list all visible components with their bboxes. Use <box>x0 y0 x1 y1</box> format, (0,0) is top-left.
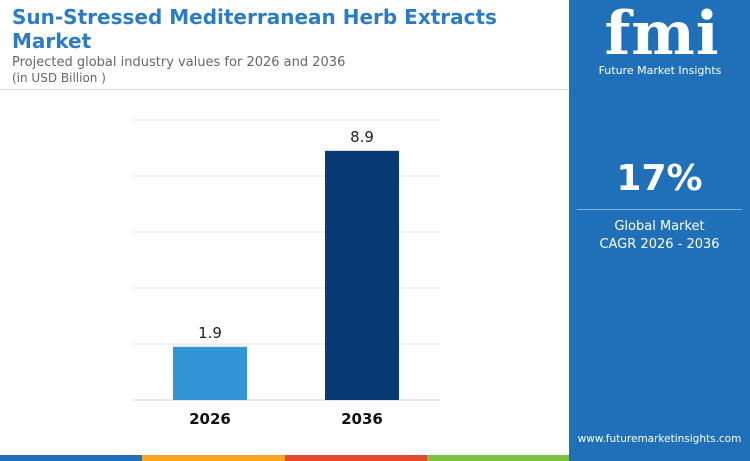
data-label-2026: 1.9 <box>198 324 222 342</box>
cagr-value: 17% <box>616 158 703 199</box>
website-link[interactable]: www.futuremarketinsights.com <box>577 433 742 445</box>
bar-chart: 1.9 2026 8.9 2036 <box>133 119 440 428</box>
x-tick-2036: 2036 <box>341 410 383 428</box>
cagr-divider <box>577 209 742 210</box>
chart-title: Sun-Stressed Mediterranean Herb Extracts… <box>12 5 497 53</box>
x-tick-2026: 2026 <box>189 410 231 428</box>
accent-strip-segment <box>142 455 285 461</box>
unit-label: (in USD Billion ) <box>12 71 106 85</box>
accent-strip-segment <box>0 455 143 461</box>
cagr-label-period: CAGR 2026 - 2036 <box>599 237 720 252</box>
accent-strip-segment <box>426 455 569 461</box>
data-label-2036: 8.9 <box>350 128 374 146</box>
bar-2036 <box>325 150 399 400</box>
fmi-logo: fmi <box>604 0 720 69</box>
accent-strip <box>0 455 569 461</box>
header-divider <box>0 89 569 90</box>
cagr-label-market: Global Market <box>614 219 705 234</box>
sidebar-panel: fmi Future Market Insights 17% Global Ma… <box>569 0 750 461</box>
bar-2026 <box>173 346 247 400</box>
chart-subtitle: Projected global industry values for 202… <box>12 55 346 70</box>
brand-name: Future Market Insights <box>598 64 722 77</box>
accent-strip-segment <box>284 455 427 461</box>
